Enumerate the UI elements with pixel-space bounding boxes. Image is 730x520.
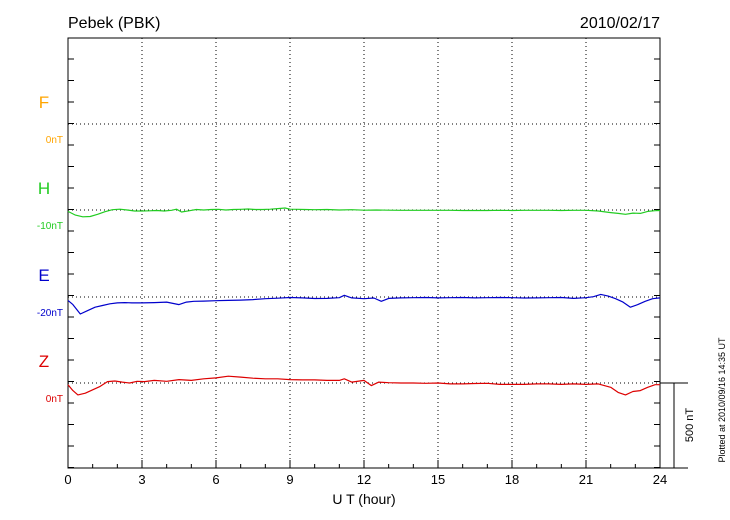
x-tick-label-15: 15	[431, 472, 445, 487]
scale-bar-label: 500 nT	[684, 408, 696, 443]
x-tick-label-18: 18	[505, 472, 519, 487]
scale-bar: 500 nT	[660, 382, 696, 469]
x-tick-label-6: 6	[212, 472, 219, 487]
grid-lines	[68, 38, 660, 468]
series-baseline-F: 0nT	[46, 135, 63, 146]
series-line-H	[67, 207, 661, 218]
series-baseline-Z: 0nT	[46, 394, 63, 405]
x-axis-ticks: 0 3 6 9 12 15 18 21 24	[64, 58, 667, 487]
series-name-H: H	[38, 179, 50, 198]
x-tick-label-24: 24	[653, 472, 667, 487]
chart-title: Pebek (PBK)	[68, 15, 160, 32]
x-tick-label-12: 12	[357, 472, 371, 487]
x-tick-label-0: 0	[64, 472, 71, 487]
series-labels: F 0nT H -10nT E -20nT Z 0nT	[37, 93, 63, 405]
series-name-E: E	[38, 266, 49, 285]
x-axis-label: U T (hour)	[332, 491, 395, 507]
chart-date: 2010/02/17	[580, 15, 660, 32]
x-tick-label-21: 21	[579, 472, 593, 487]
series-line-Z	[67, 375, 660, 396]
series-traces	[67, 207, 661, 396]
plotted-at-footnote: Plotted at 2010/09/16 14:35 UT	[717, 337, 727, 463]
x-tick-label-9: 9	[286, 472, 293, 487]
series-name-F: F	[39, 93, 49, 112]
series-line-E	[67, 293, 661, 315]
series-baseline-H: -10nT	[37, 221, 63, 232]
series-baseline-E: -20nT	[37, 308, 63, 319]
x-tick-label-3: 3	[138, 472, 145, 487]
series-name-Z: Z	[39, 352, 49, 371]
